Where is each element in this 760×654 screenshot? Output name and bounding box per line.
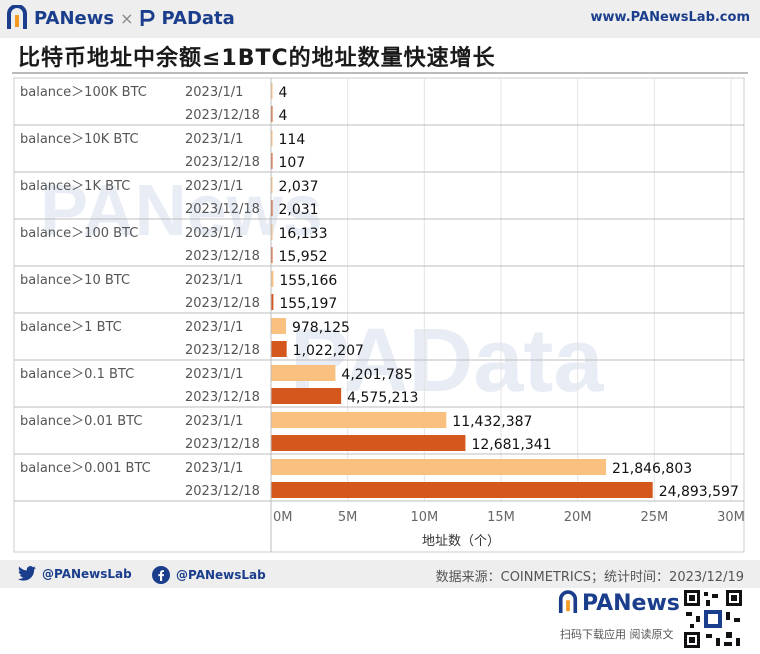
value-label: 155,166 — [279, 273, 337, 289]
date-label: 2023/1/1 — [185, 226, 243, 241]
value-label: 2,031 — [279, 202, 319, 218]
value-label: 4 — [279, 85, 288, 101]
date-label: 2023/1/1 — [185, 132, 243, 147]
value-label: 24,893,597 — [659, 484, 739, 500]
value-label: 12,681,341 — [471, 437, 551, 453]
value-label: 11,432,387 — [452, 414, 532, 430]
bar — [271, 435, 466, 451]
bar — [271, 83, 273, 99]
bottom-logo: PANews — [558, 590, 680, 616]
date-label: 2023/12/18 — [185, 108, 260, 123]
category-label: balance＞0.001 BTC — [20, 461, 151, 476]
date-label: 2023/12/18 — [185, 202, 260, 217]
chart-frame — [13, 77, 745, 553]
value-label: 15,952 — [279, 249, 328, 265]
brand-separator: × — [120, 8, 134, 28]
category-label: balance＞10 BTC — [20, 273, 130, 288]
date-label: 2023/1/1 — [185, 179, 243, 194]
bar — [271, 365, 336, 381]
watermark-padata: PAData — [290, 311, 604, 411]
bar — [271, 177, 273, 193]
value-label: 155,197 — [279, 296, 337, 312]
scan-caption: 扫码下载应用 阅读原文 — [560, 628, 674, 641]
date-label: 2023/12/18 — [185, 155, 260, 170]
chart-title: 比特币地址中余额≤1BTC的地址数量快速增长 — [18, 46, 496, 71]
category-label: balance＞100K BTC — [20, 85, 147, 100]
bar — [271, 459, 606, 475]
top-banner — [0, 0, 760, 38]
date-label: 2023/1/1 — [185, 320, 243, 335]
value-label: 4,201,785 — [341, 367, 412, 383]
value-label: 16,133 — [279, 226, 328, 242]
padata-logo-icon — [140, 10, 155, 26]
brand-left: PANews — [34, 7, 115, 29]
twitter-label: @PANewsLab — [42, 566, 132, 581]
category-label: balance＞1 BTC — [20, 320, 122, 335]
facebook-icon — [152, 566, 170, 584]
date-label: 2023/1/1 — [185, 367, 243, 382]
facebook-handle[interactable]: @PANewsLab — [152, 566, 266, 584]
bar — [271, 388, 342, 404]
bar — [271, 341, 287, 357]
x-tick-label: 5M — [338, 510, 358, 525]
brand-right: PAData — [161, 7, 235, 29]
qr-code-icon[interactable] — [682, 588, 744, 650]
watermark-panews: PANews — [40, 171, 323, 251]
bar — [271, 482, 653, 498]
value-label: 107 — [279, 155, 306, 171]
category-label: balance＞1K BTC — [20, 179, 130, 194]
bar — [271, 294, 274, 310]
date-label: 2023/12/18 — [185, 296, 260, 311]
bar — [271, 153, 273, 169]
x-tick-label: 30M — [717, 510, 745, 525]
bottom-logo-text: PANews — [582, 590, 680, 616]
category-label: balance＞100 BTC — [20, 226, 138, 241]
value-label: 978,125 — [292, 320, 350, 336]
bar — [271, 106, 273, 122]
date-label: 2023/1/1 — [185, 85, 243, 100]
bar — [271, 247, 273, 263]
x-tick-label: 10M — [410, 510, 438, 525]
bar — [271, 130, 273, 146]
bar — [271, 318, 286, 334]
twitter-handle[interactable]: @PANewsLab — [18, 566, 132, 581]
bar — [271, 200, 273, 216]
bar-chart: balance＞100K BTC 2023/1/1 4 2023/12/18 4 bala… — [13, 77, 745, 553]
date-label: 2023/1/1 — [185, 461, 243, 476]
data-source: 数据来源：COINMETRICS；统计时间：2023/12/19 — [435, 570, 744, 585]
category-label: balance＞10K BTC — [20, 132, 139, 147]
facebook-label: @PANewsLab — [176, 568, 266, 582]
category-label: balance＞0.1 BTC — [20, 367, 134, 382]
brand-header: PANews × PAData — [6, 2, 235, 34]
x-tick-label: 0M — [273, 510, 293, 525]
date-label: 2023/1/1 — [185, 414, 243, 429]
x-tick-label: 15M — [487, 510, 515, 525]
value-label: 4 — [279, 108, 288, 124]
x-axis-title: 地址数（个） — [422, 534, 500, 549]
site-url: www.PANewsLab.com — [590, 10, 750, 25]
date-label: 2023/12/18 — [185, 249, 260, 264]
title-divider — [12, 72, 748, 74]
value-label: 21,846,803 — [612, 461, 692, 477]
date-label: 2023/12/18 — [185, 390, 260, 405]
category-label: balance＞0.01 BTC — [20, 414, 142, 429]
date-label: 2023/12/18 — [185, 343, 260, 358]
panews-logo-icon — [558, 590, 578, 613]
date-label: 2023/12/18 — [185, 484, 260, 499]
x-tick-label: 25M — [640, 510, 668, 525]
panews-logo-icon — [7, 5, 27, 29]
x-tick-label: 20M — [564, 510, 592, 525]
bar — [271, 271, 274, 287]
twitter-icon — [18, 566, 36, 581]
footer-bar — [0, 560, 760, 588]
date-label: 2023/1/1 — [185, 273, 243, 288]
bar — [271, 224, 273, 240]
bar — [271, 412, 447, 428]
date-label: 2023/12/18 — [185, 437, 260, 452]
value-label: 4,575,213 — [347, 390, 418, 406]
value-label: 1,022,207 — [293, 343, 364, 359]
value-label: 114 — [279, 132, 306, 148]
value-label: 2,037 — [279, 179, 319, 195]
